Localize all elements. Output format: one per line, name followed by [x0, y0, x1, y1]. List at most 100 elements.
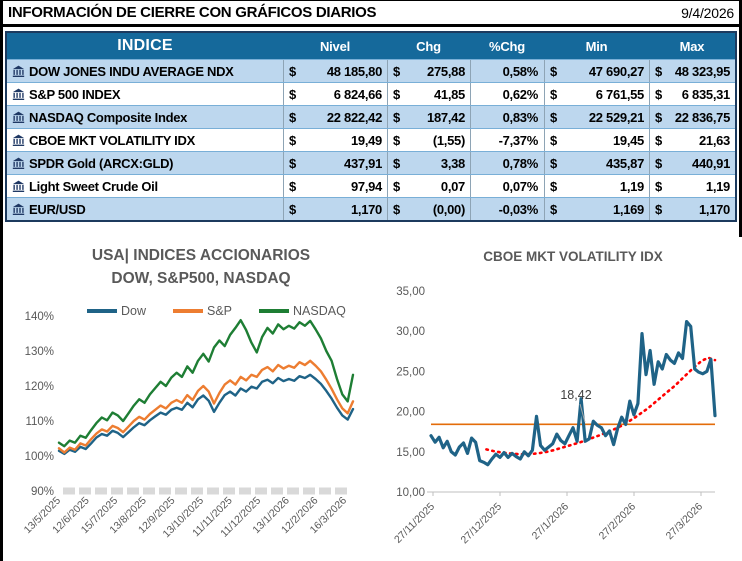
cell-indice: Light Sweet Crude Oil	[7, 175, 283, 197]
cell-value: 21,63	[698, 132, 730, 148]
indices-line-chart: USA| INDICES ACCIONARIOS DOW, S&P500, NAS…	[9, 237, 375, 561]
cell-min: $1,19	[544, 175, 649, 197]
currency-symbol: $	[393, 178, 400, 194]
cell-nivel: $437,91	[283, 152, 387, 174]
currency-symbol: $	[655, 155, 662, 171]
cell-pchg: 0,58%	[470, 60, 544, 82]
cell-chg: $187,42	[387, 106, 470, 128]
cell-value: 22 822,42	[326, 109, 382, 125]
cell-max: $1,170	[649, 198, 735, 220]
cell-value: -0,03%	[498, 201, 539, 217]
cell-value: 0,07	[440, 178, 465, 194]
x-tick-label: 27/1/2026	[530, 501, 572, 543]
bank-icon	[12, 203, 25, 215]
cell-min: $6 761,55	[544, 83, 649, 105]
cell-value: 0,83%	[502, 109, 539, 125]
bank-icon	[12, 157, 25, 169]
vix-line	[429, 319, 717, 467]
cell-min: $1,169	[544, 198, 649, 220]
cell-value: 0,07%	[502, 178, 539, 194]
y-tick-label: 110%	[25, 416, 54, 428]
cell-pchg: 0,62%	[470, 83, 544, 105]
index-name: DOW JONES INDU AVERAGE NDX	[29, 63, 234, 79]
index-name: Light Sweet Crude Oil	[29, 178, 158, 194]
cell-value: 48 185,80	[326, 63, 382, 79]
currency-symbol: $	[393, 132, 400, 148]
table-header-row: INDICE Nivel Chg %Chg Min Max	[7, 33, 735, 59]
cell-nivel: $97,94	[283, 175, 387, 197]
cell-indice: S&P 500 INDEX	[7, 83, 283, 105]
table-row: EUR/USD $1,170 $ (0,00) -0,03% $1,169 $1,170	[7, 197, 735, 220]
cell-value: 0,58%	[502, 63, 539, 79]
cell-nivel: $1,170	[283, 198, 387, 220]
cell-value: 1,19	[705, 178, 730, 194]
cell-value: -7,37%	[498, 132, 539, 148]
y-tick-label: 120%	[25, 381, 54, 393]
cell-chg: $41,85	[387, 83, 470, 105]
cell-value: 19,49	[350, 132, 382, 148]
cell-value: 3,38	[440, 155, 465, 171]
cell-value: 440,91	[692, 155, 730, 171]
col-header-min: Min	[585, 38, 608, 54]
cell-max: $21,63	[649, 129, 735, 151]
cell-value: 187,42	[427, 109, 465, 125]
currency-symbol: $	[289, 109, 296, 125]
cell-value: 435,87	[606, 155, 644, 171]
table-body: DOW JONES INDU AVERAGE NDX $48 185,80 $275…	[7, 59, 735, 220]
table-row: SPDR Gold (ARCX:GLD) $437,91 $3,38 0,78% $43…	[7, 151, 735, 174]
cell-value: 0,78%	[502, 155, 539, 171]
cell-indice: DOW JONES INDU AVERAGE NDX	[7, 60, 283, 82]
cell-value: 1,169	[612, 201, 644, 217]
cell-value: 22 836,75	[674, 109, 730, 125]
currency-symbol: $	[655, 178, 662, 194]
table-row: S&P 500 INDEX $6 824,66 $41,85 0,62% $6 761,…	[7, 82, 735, 105]
table-row: NASDAQ Composite Index $22 822,42 $187,42 0…	[7, 105, 735, 128]
currency-symbol: $	[393, 201, 400, 217]
cell-value: 97,94	[350, 178, 382, 194]
legend-label: NASDAQ	[293, 304, 346, 318]
index-name: EUR/USD	[29, 201, 86, 217]
y-tick-label: 10,00	[396, 487, 425, 499]
currency-symbol: $	[655, 132, 662, 148]
cell-value: 22 529,21	[588, 109, 644, 125]
cell-value: 6 761,55	[595, 86, 645, 102]
col-header-nivel: Nivel	[319, 38, 351, 54]
y-tick-label: 130%	[25, 346, 54, 358]
currency-symbol: $	[550, 109, 557, 125]
y-tick-label: 25,00	[396, 366, 425, 378]
cell-indice: CBOE MKT VOLATILITY IDX	[7, 129, 283, 151]
index-name: SPDR Gold (ARCX:GLD)	[29, 155, 174, 171]
currency-symbol: $	[655, 201, 662, 217]
index-name: NASDAQ Composite Index	[29, 109, 188, 125]
cell-value: 1,19	[619, 178, 644, 194]
bank-icon	[12, 111, 25, 123]
bank-icon	[12, 65, 25, 77]
cell-value: 0,62%	[502, 86, 539, 102]
cell-nivel: $22 822,42	[283, 106, 387, 128]
cell-value: 437,91	[344, 155, 382, 171]
cell-pchg: -7,37%	[470, 129, 544, 151]
cell-max: $48 323,95	[649, 60, 735, 82]
indices-table: INDICE Nivel Chg %Chg Min Max DOW JONES …	[5, 31, 737, 222]
currency-symbol: $	[393, 86, 400, 102]
annotation-label: 18,42	[560, 388, 591, 402]
cell-min: $435,87	[544, 152, 649, 174]
y-tick-label: 20,00	[396, 407, 425, 419]
currency-symbol: $	[550, 201, 557, 217]
cell-pchg: -0,03%	[470, 198, 544, 220]
y-tick-label: 15,00	[396, 447, 425, 459]
cell-chg: $ (0,00)	[387, 198, 470, 220]
currency-symbol: $	[289, 155, 296, 171]
x-tick-label: 27/3/2026	[664, 501, 706, 543]
currency-symbol: $	[550, 86, 557, 102]
cell-value: 47 690,27	[588, 63, 644, 79]
report-date: 9/4/2026	[681, 4, 734, 21]
y-tick-label: 140%	[25, 311, 54, 323]
cell-max: $440,91	[649, 152, 735, 174]
legend-label: Dow	[121, 304, 147, 318]
index-name: CBOE MKT VOLATILITY IDX	[29, 132, 195, 148]
currency-symbol: $	[289, 201, 296, 217]
cell-value: 275,88	[427, 63, 465, 79]
chart-title: CBOE MKT VOLATILITY IDX	[483, 249, 663, 264]
